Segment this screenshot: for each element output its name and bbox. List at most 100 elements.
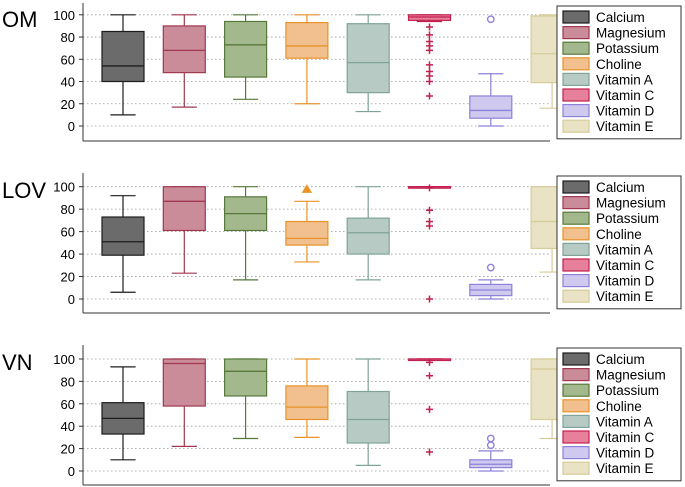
panel-lov-legend-swatch-vitamin-a [562, 242, 590, 256]
panel-vn-magnesium-box [162, 358, 206, 447]
panel-om-ytick-label-60: 60 [61, 52, 75, 67]
panel-lov-vitamin-c-outlier-3 [426, 222, 433, 230]
panel-vn-ytick-label-20: 20 [61, 442, 75, 457]
panel-lov-legend-swatch-calcium [562, 180, 590, 194]
panel-vn-vitamin-c-box [407, 358, 452, 456]
panel-vn-legend-swatch-choline [562, 399, 590, 413]
panel-om-legend-swatch-vitamin-d [562, 103, 590, 118]
panel-vn-title: VN [2, 350, 33, 375]
panel-lov-legend-label-choline: Choline [596, 227, 642, 242]
panel-vn-choline-iqr [285, 385, 329, 421]
panel-vn-ytick-label-40: 40 [61, 419, 75, 434]
panel-lov-legend-swatch-choline [562, 227, 590, 241]
panel-om-vitamin-d-box [469, 15, 513, 127]
panel-om-legend-swatch-calcium [562, 10, 590, 24]
panel-vn-choline-box [285, 358, 329, 438]
panel-om-ytick-label-20: 20 [61, 97, 75, 112]
panel-lov-legend-label-vitamin-d: Vitamin D [596, 274, 655, 289]
panel-vn-magnesium-iqr [162, 358, 206, 407]
panel-vn-vitamin-a-box [346, 358, 390, 466]
panel-om: OM 0 20 40 60 80 100 CalciumMagnesiumPotassiumC… [2, 3, 682, 142]
panel-vn-legend: CalciumMagnesiumPotassiumCholineVitamin … [556, 347, 682, 482]
panel-om-vitamin-d-outlier-0 [486, 15, 495, 24]
panel-vn-legend-label-vitamin-c: Vitamin C [596, 430, 655, 445]
panel-om-magnesium-box [162, 14, 206, 108]
panel-lov-legend-label-potassium: Potassium [596, 211, 659, 226]
panel-om-vitamin-d-iqr [469, 95, 513, 119]
panel-vn-vitamin-d-outlier-0 [486, 441, 495, 450]
panel-om-legend-label-vitamin-a: Vitamin A [596, 72, 653, 87]
panel-om-vitamin-c-outlier-8 [426, 78, 433, 86]
panel-vn-legend-swatch-vitamin-d [562, 446, 590, 460]
panel-vn-vitamin-c-outlier-2 [426, 405, 433, 413]
panel-om-legend: CalciumMagnesiumPotassiumCholineVitamin … [556, 5, 682, 140]
panel-vn-legend-label-vitamin-a: Vitamin A [596, 414, 653, 429]
panel-vn-legend-label-choline: Choline [596, 399, 642, 414]
panel-om-legend-label-potassium: Potassium [596, 41, 659, 56]
panel-lov-ytick-label-100: 100 [53, 180, 75, 195]
panel-om-legend-swatch-vitamin-a [562, 72, 590, 87]
panel-lov-ytick-label-80: 80 [61, 202, 75, 217]
panel-om-choline-iqr [285, 21, 329, 59]
panel-lov-ytick-label-40: 40 [61, 247, 75, 262]
panel-lov-legend-label-vitamin-c: Vitamin C [596, 258, 655, 273]
panel-vn-ytick-label-100: 100 [53, 352, 75, 367]
panel-om-ytick-label-80: 80 [61, 30, 75, 45]
panel-om-legend-label-calcium: Calcium [596, 10, 645, 25]
panel-vn-potassium-iqr [224, 358, 268, 397]
panel-lov-vitamin-c-outlier-1 [426, 206, 433, 214]
panel-vn-vitamin-c-outlier-3 [426, 448, 433, 456]
panel-om-legend-label-vitamin-e: Vitamin E [596, 119, 654, 134]
panel-vn-legend-swatch-vitamin-a [562, 414, 590, 428]
panel-om-ytick-label-40: 40 [61, 75, 75, 90]
panel-vn-legend-swatch-calcium [562, 352, 590, 366]
panel-lov-legend-swatch-vitamin-e [562, 289, 590, 303]
panel-lov-calcium-iqr [101, 216, 145, 256]
panel-vn-legend-swatch-vitamin-c [562, 430, 590, 444]
panel-om-legend-swatch-potassium [562, 41, 590, 55]
panel-lov-ytick-label-60: 60 [61, 225, 75, 240]
panel-lov-vitamin-c-outlier-0 [426, 184, 433, 192]
panel-om-title: OM [2, 7, 37, 32]
panel-lov-magnesium-iqr [162, 186, 206, 232]
panel-vn-calcium-box [101, 366, 145, 461]
panel-vn-legend-swatch-magnesium [562, 368, 590, 382]
panel-lov-vitamin-d-box [469, 263, 513, 300]
panel-om-legend-swatch-vitamin-e [562, 119, 590, 133]
panel-om-calcium-iqr [101, 30, 145, 83]
panel-om-vitamin-c-outlier-1 [426, 31, 433, 39]
panel-lov-magnesium-box [162, 186, 206, 274]
panel-om-legend-label-vitamin-d: Vitamin D [596, 104, 655, 119]
panel-lov: LOV 0 20 40 60 80 100 CalciumMagnesiumPotassium… [2, 173, 682, 314]
panel-vn-vitamin-d-box [469, 434, 513, 472]
panel-lov-legend-label-vitamin-a: Vitamin A [596, 242, 653, 257]
panel-vn-legend-label-vitamin-d: Vitamin D [596, 446, 655, 461]
panel-lov-legend: CalciumMagnesiumPotassiumCholineVitamin … [556, 175, 682, 310]
panel-lov-vitamin-d-outlier-0 [486, 263, 495, 272]
panel-vn: VN 0 20 40 60 80 100 CalciumMagnesiumPotassiumC… [2, 345, 682, 486]
panel-lov-legend-swatch-vitamin-c [562, 258, 590, 272]
panel-om-legend-swatch-vitamin-c [562, 88, 590, 102]
panel-vn-vitamin-c-outlier-1 [426, 372, 433, 380]
panel-om-vitamin-c-outlier-4 [426, 46, 433, 54]
panel-lov-choline-box [285, 184, 329, 263]
panel-lov-ytick-label-0: 0 [68, 292, 75, 307]
panel-om-magnesium-iqr [162, 25, 206, 74]
panel-lov-calcium-box [101, 195, 145, 293]
panel-vn-legend-label-calcium: Calcium [596, 352, 645, 367]
panel-om-vitamin-c-box [407, 14, 452, 100]
panel-om-legend-label-choline: Choline [596, 57, 642, 72]
panel-om-vitamin-a-iqr [346, 23, 390, 94]
panel-vn-legend-label-vitamin-e: Vitamin E [596, 461, 654, 476]
panel-lov-choline-outlier-0 [301, 184, 313, 193]
panel-lov-vitamin-a-box [346, 186, 390, 281]
panel-lov-vitamin-c-outlier-4 [426, 295, 433, 303]
panel-om-ytick-label-100: 100 [53, 8, 75, 23]
panel-om-vitamin-c-outlier-0 [426, 23, 433, 31]
panel-vn-legend-swatch-vitamin-e [562, 461, 590, 475]
panel-om-legend-swatch-magnesium [562, 26, 590, 40]
panel-om-legend-label-magnesium: Magnesium [596, 26, 666, 41]
panel-om-vitamin-c-outlier-9 [426, 92, 433, 100]
panel-vn-ytick-label-80: 80 [61, 374, 75, 389]
